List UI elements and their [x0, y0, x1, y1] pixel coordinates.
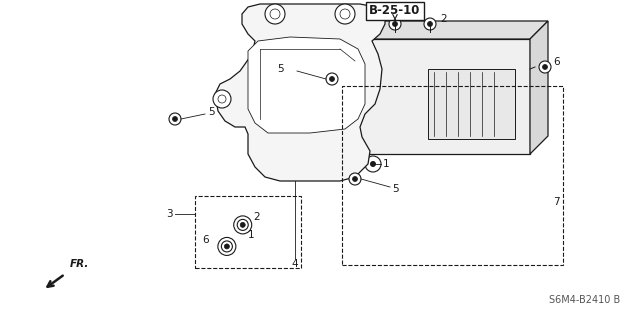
Text: 3: 3 [166, 209, 173, 219]
Text: S6M4-B2410 B: S6M4-B2410 B [548, 295, 620, 305]
Circle shape [218, 237, 236, 256]
Circle shape [173, 116, 177, 122]
Text: 5: 5 [277, 64, 284, 74]
Text: 5: 5 [208, 107, 214, 117]
Circle shape [240, 222, 245, 227]
Circle shape [237, 219, 248, 230]
Text: 5: 5 [392, 184, 399, 194]
Circle shape [389, 18, 401, 30]
Circle shape [330, 77, 335, 81]
Text: 6: 6 [553, 57, 559, 67]
Circle shape [330, 87, 350, 107]
Circle shape [543, 64, 547, 70]
Text: 1: 1 [248, 230, 254, 240]
Text: 2: 2 [440, 14, 447, 24]
Circle shape [213, 90, 231, 108]
Circle shape [353, 176, 358, 182]
Text: 4: 4 [292, 259, 298, 269]
Polygon shape [348, 21, 548, 39]
Circle shape [270, 9, 280, 19]
Circle shape [349, 173, 361, 185]
Text: 1: 1 [383, 159, 390, 169]
Circle shape [370, 161, 376, 167]
Circle shape [335, 4, 355, 24]
Circle shape [392, 21, 397, 26]
Circle shape [340, 9, 350, 19]
Circle shape [428, 21, 433, 26]
Text: FR.: FR. [70, 259, 90, 269]
Circle shape [335, 92, 345, 102]
Bar [195, 196, 301, 268]
Polygon shape [248, 37, 365, 133]
Circle shape [218, 95, 226, 103]
Text: 7: 7 [553, 197, 560, 207]
Circle shape [221, 241, 232, 252]
Circle shape [169, 113, 181, 125]
Bar [428, 69, 515, 139]
Circle shape [265, 4, 285, 24]
Polygon shape [530, 21, 548, 154]
Circle shape [365, 156, 381, 172]
Text: B-25-10: B-25-10 [369, 4, 420, 18]
Circle shape [326, 73, 338, 85]
Text: 2: 2 [253, 212, 260, 222]
Circle shape [539, 61, 551, 73]
Circle shape [234, 216, 252, 234]
Polygon shape [215, 4, 385, 181]
Polygon shape [348, 39, 530, 154]
Circle shape [225, 244, 229, 249]
Circle shape [424, 18, 436, 30]
Text: 6: 6 [202, 235, 209, 245]
Bar [342, 86, 563, 265]
